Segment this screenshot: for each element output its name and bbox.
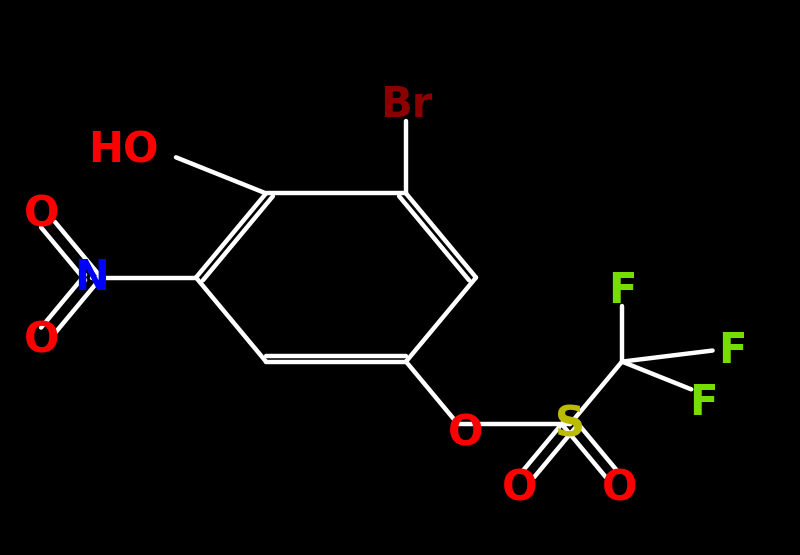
Text: F: F	[689, 382, 718, 424]
Text: O: O	[502, 467, 538, 509]
Text: N: N	[74, 256, 110, 299]
Text: Br: Br	[380, 84, 432, 125]
Text: O: O	[602, 467, 638, 509]
Text: O: O	[448, 413, 484, 455]
Text: F: F	[718, 330, 747, 371]
Text: O: O	[24, 320, 60, 362]
Text: S: S	[555, 403, 585, 445]
Text: O: O	[24, 193, 60, 235]
Text: F: F	[608, 270, 636, 311]
Text: HO: HO	[88, 129, 158, 171]
